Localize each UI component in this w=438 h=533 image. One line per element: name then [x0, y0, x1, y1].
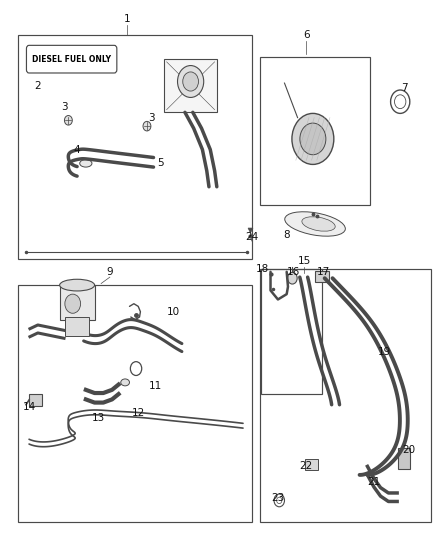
- Circle shape: [177, 66, 204, 98]
- Text: 5: 5: [157, 158, 163, 168]
- Bar: [261, 269, 321, 394]
- Text: 24: 24: [245, 232, 258, 243]
- Text: 19: 19: [378, 346, 392, 357]
- Bar: [29, 394, 42, 406]
- Bar: [315, 271, 329, 282]
- Ellipse shape: [121, 379, 130, 386]
- Circle shape: [64, 116, 72, 125]
- Bar: [398, 448, 410, 469]
- Circle shape: [292, 114, 334, 165]
- Text: 16: 16: [286, 267, 300, 277]
- Text: 15: 15: [297, 256, 311, 266]
- Text: 9: 9: [106, 267, 113, 277]
- Text: 11: 11: [149, 381, 162, 391]
- Text: 2: 2: [35, 81, 41, 91]
- Circle shape: [143, 122, 151, 131]
- FancyBboxPatch shape: [26, 45, 117, 73]
- Text: 4: 4: [74, 144, 81, 155]
- Text: 10: 10: [166, 306, 180, 317]
- Text: 6: 6: [303, 30, 310, 41]
- Text: 3: 3: [61, 102, 67, 112]
- Text: 7: 7: [401, 83, 408, 93]
- Text: 12: 12: [131, 408, 145, 418]
- Circle shape: [288, 272, 297, 284]
- Bar: [261, 56, 370, 205]
- Ellipse shape: [60, 279, 95, 291]
- Text: 13: 13: [92, 413, 106, 423]
- Ellipse shape: [80, 160, 92, 167]
- Bar: [65, 317, 89, 336]
- Text: 21: 21: [367, 477, 381, 487]
- Circle shape: [65, 294, 81, 313]
- Text: 3: 3: [148, 112, 155, 123]
- Text: DIESEL FUEL ONLY: DIESEL FUEL ONLY: [32, 55, 111, 63]
- Text: 14: 14: [22, 402, 36, 413]
- Bar: [18, 285, 252, 522]
- Ellipse shape: [302, 217, 335, 231]
- Text: 22: 22: [300, 461, 313, 471]
- Text: 23: 23: [271, 492, 285, 503]
- Text: 18: 18: [256, 264, 269, 274]
- Text: 1: 1: [124, 14, 131, 25]
- Bar: [305, 459, 318, 470]
- Bar: [164, 59, 217, 112]
- Bar: [60, 285, 95, 320]
- Bar: [261, 269, 431, 522]
- Bar: [18, 35, 252, 259]
- Text: 17: 17: [317, 267, 330, 277]
- Circle shape: [183, 72, 198, 91]
- Text: 20: 20: [403, 445, 416, 455]
- Text: 8: 8: [283, 230, 290, 240]
- Ellipse shape: [285, 212, 345, 236]
- Circle shape: [300, 123, 326, 155]
